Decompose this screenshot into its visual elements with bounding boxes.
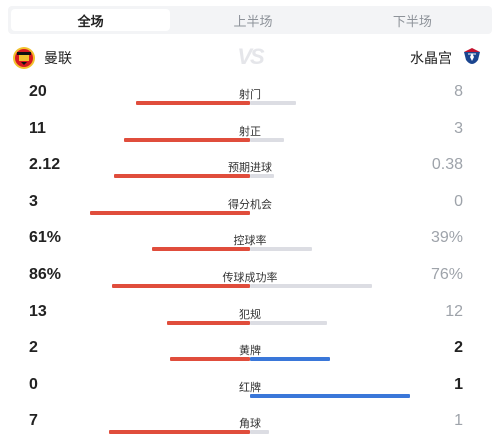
stat-label: 传球成功率 [222, 271, 278, 284]
crystal-palace-crest-icon [464, 48, 480, 64]
stat-label: 黄牌 [239, 345, 261, 358]
home-stat-value: 7 [29, 412, 38, 430]
home-stat-value: 3 [29, 192, 38, 210]
home-stat-bar [109, 430, 250, 435]
stats-list: 20 射门 8 11 射正 3 2.12 预期进球 0.38 3 得分机会 0 61% 控球率 39% 86%… [0, 80, 500, 446]
stat-row: 13 犯规 12 [0, 300, 500, 337]
away-stat-value: 39% [430, 229, 463, 247]
tab-first-half[interactable]: 上半场 [233, 13, 273, 29]
stat-row: 0 红牌 1 [0, 373, 500, 410]
away-stat-value: 8 [454, 83, 463, 100]
away-stat-value: 3 [454, 119, 463, 137]
away-stat-bar [250, 247, 312, 252]
away-team: 水晶宫 [410, 46, 484, 70]
home-stat-bar [167, 320, 250, 325]
away-stat-value: 12 [445, 302, 463, 320]
home-stat-value: 13 [29, 302, 47, 320]
home-stat-value: 0 [29, 375, 38, 393]
home-stat-value: 2.12 [29, 156, 61, 174]
away-stat-bar [250, 283, 372, 288]
home-stat-bar [114, 174, 250, 179]
home-stat-bar [152, 247, 250, 252]
home-stat-value: 61% [29, 229, 62, 247]
stat-row: 3 得分机会 0 [0, 190, 500, 227]
versus-mark: VS [237, 44, 264, 69]
tab-full-match[interactable]: 全场 [11, 9, 171, 31]
away-team-name: 水晶宫 [410, 50, 452, 66]
stat-label: 射门 [239, 89, 261, 101]
stat-row: 20 射门 8 [0, 80, 500, 117]
stat-row: 7 角球 1 [0, 409, 500, 446]
home-stat-value: 86% [29, 265, 62, 283]
home-stat-bar [90, 210, 250, 215]
stat-label: 红牌 [239, 381, 261, 394]
home-stat-bar [112, 283, 250, 288]
stat-row: 2 黄牌 2 [0, 336, 500, 373]
home-team: 曼联 [12, 46, 72, 70]
stat-label: 得分机会 [228, 198, 272, 211]
away-stat-bar [250, 393, 410, 398]
away-stat-bar [250, 430, 269, 435]
stat-row: 61% 控球率 39% [0, 226, 500, 263]
period-tabs: 全场 上半场 下半场 [8, 6, 492, 34]
stat-row: 86% 传球成功率 76% [0, 263, 500, 300]
away-stat-value: 0.38 [431, 156, 463, 174]
home-stat-value: 2 [29, 339, 38, 357]
away-stat-value: 0 [454, 192, 463, 210]
teams-header: 曼联 VS 水晶宫 [8, 44, 492, 74]
stat-row: 11 射正 3 [0, 117, 500, 154]
away-stat-bar [250, 101, 296, 105]
stat-label: 射正 [239, 125, 261, 138]
away-stat-value: 1 [454, 375, 463, 393]
home-stat-bar [124, 137, 250, 142]
home-stat-bar [170, 357, 250, 362]
stat-label: 控球率 [233, 235, 267, 248]
stat-label: 犯规 [239, 308, 261, 321]
stat-row: 2.12 预期进球 0.38 [0, 153, 500, 190]
away-stat-bar [250, 320, 327, 325]
away-stat-value: 76% [430, 265, 463, 283]
stat-label: 角球 [239, 418, 261, 431]
tab-second-half[interactable]: 下半场 [392, 13, 432, 29]
stat-label: 预期进球 [228, 162, 272, 175]
home-stat-value: 11 [29, 119, 46, 137]
home-team-name: 曼联 [44, 50, 72, 66]
away-stat-bar [250, 357, 330, 362]
home-stat-value: 20 [29, 83, 47, 100]
away-stat-value: 1 [454, 412, 463, 430]
away-stat-bar [250, 174, 274, 179]
away-stat-value: 2 [454, 339, 463, 357]
home-stat-bar [136, 101, 250, 105]
manchester-united-crest-icon [13, 47, 35, 69]
away-stat-bar [250, 137, 284, 142]
